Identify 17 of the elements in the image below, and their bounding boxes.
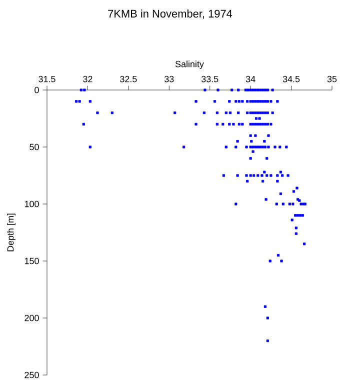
y-axis-title: Depth [m] [7, 214, 16, 252]
y-tick-label: 200 [24, 314, 39, 322]
x-tick-label: 33 [164, 76, 174, 82]
x-tick-label: 32 [83, 76, 92, 82]
y-tick-label: 0 [34, 86, 39, 94]
x-tick-label: 34.5 [282, 76, 300, 82]
y-tick-label: 150 [24, 258, 39, 264]
x-tick-label: 31.5 [38, 76, 56, 82]
chart-title: 7KMB in November, 1974 [108, 10, 232, 19]
x-tick-label: 34 [246, 76, 256, 82]
y-tick-label: 250 [24, 372, 39, 378]
x-tick-label: 35 [327, 76, 337, 82]
y-tick-label: 100 [24, 200, 39, 208]
y-tick-label: 50 [30, 144, 39, 150]
x-tick-label: 33.5 [201, 76, 218, 82]
x-axis-title: Salinity [175, 60, 204, 70]
x-tick-label: 32.5 [120, 76, 137, 82]
